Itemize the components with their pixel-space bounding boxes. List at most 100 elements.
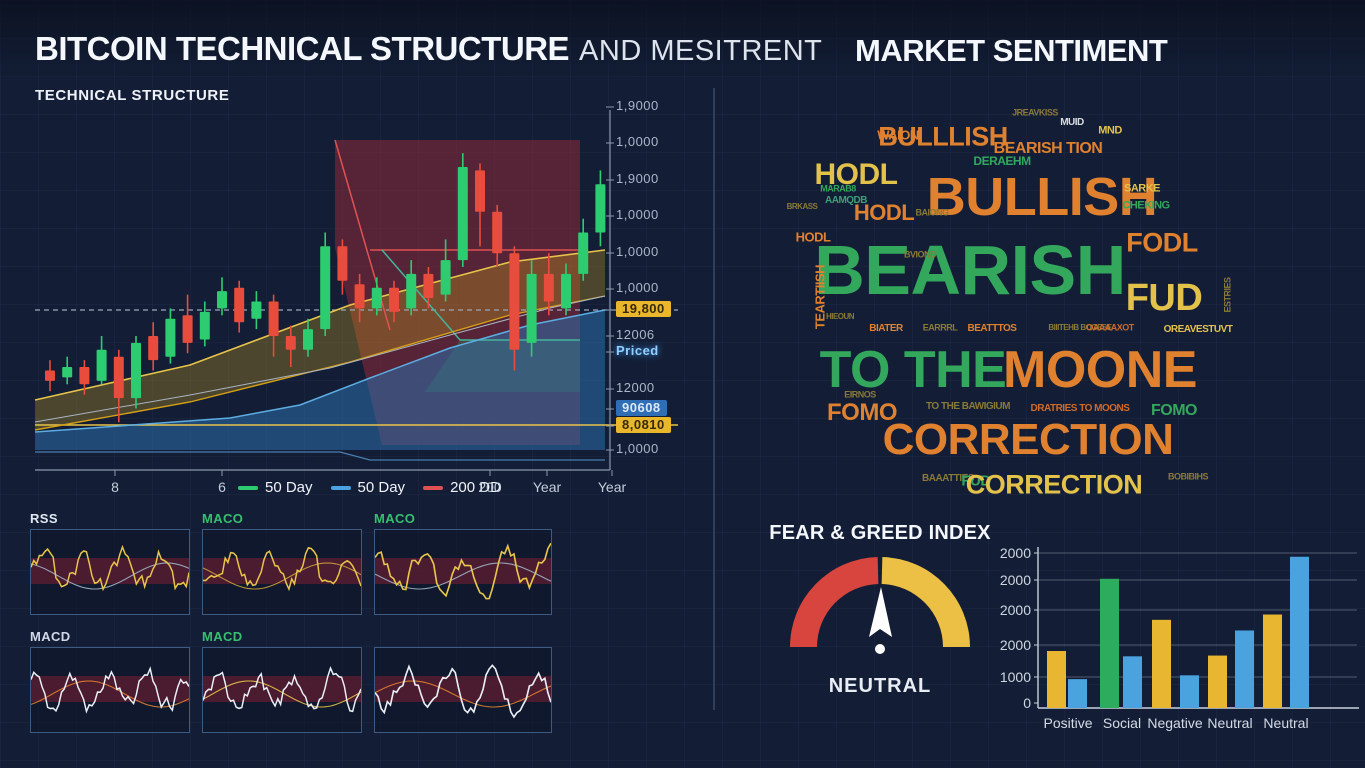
section-divider <box>713 88 715 710</box>
chart-title-technical-structure: TECHNICAL STRUCTURE <box>35 87 230 104</box>
legend-dash-icon <box>423 485 444 490</box>
candle-down <box>113 356 124 399</box>
candle-down <box>337 246 348 281</box>
bar-category-label: Positive <box>1043 715 1092 731</box>
wordcloud-word: DERAEHM <box>973 154 1031 168</box>
wordcloud-word: WAION <box>877 127 919 143</box>
wordcloud-word: OREAVESTUVT <box>1163 324 1233 335</box>
wordcloud-word: FUD <box>1125 277 1203 319</box>
bar-category-label: Neutral <box>1263 715 1308 731</box>
candle-up <box>303 329 313 350</box>
candle-up <box>526 273 537 343</box>
bar-category-label: Social <box>1103 715 1141 731</box>
indicator-wave-svg <box>202 665 362 713</box>
x-axis-tick-label: Year <box>532 479 562 495</box>
wordcloud-word: FOMO <box>1151 402 1198 419</box>
wordcloud-word: TO THE <box>819 341 1007 399</box>
indicator-panels: RSS MACO MACO MACD MACD <box>30 511 552 733</box>
candle-up <box>131 342 141 399</box>
indicator-panel: MACO <box>202 511 362 615</box>
bar-category-label: Negative <box>1147 715 1202 731</box>
wordcloud-word: TO THE BAWIGIUM <box>926 401 1010 412</box>
indicator-panel: MACO <box>374 511 552 615</box>
gray-ma <box>34 295 606 423</box>
candle-up <box>199 311 210 340</box>
indicator-line-slow <box>202 562 362 590</box>
candle-up <box>595 184 606 233</box>
sentiment-bar <box>1290 556 1309 708</box>
sentiment-bar-svg: 2000 2000 2000 2000 1000 0 Positive Social Negat… <box>1000 545 1359 731</box>
indicator-line-fast <box>202 546 362 592</box>
wordcloud-word: JREAVKISS <box>1012 107 1058 118</box>
gauge-segment-greed <box>881 557 970 647</box>
indicator-panel: MACD <box>30 629 190 733</box>
indicator-line-slow <box>374 562 552 590</box>
gauge-title: FEAR & GREED INDEX <box>769 522 991 544</box>
indicator-panel: RSS <box>30 511 190 615</box>
wordcloud-word: CHEKING <box>1122 199 1170 212</box>
wordcloud-word: EIRNOS <box>844 389 876 400</box>
wordcloud-word: BIIITEHB BOGESE <box>1048 323 1112 332</box>
indicator-panel-label: MACD <box>202 629 243 644</box>
page-title: BITCOIN TECHNICAL STRUCTURE AND MESITRENT <box>35 30 822 68</box>
wordcloud-word: BVIOND <box>903 249 937 260</box>
fear-greed-gauge: FEAR & GREED INDEX NEUTRAL <box>760 522 1000 698</box>
indicator-panel-frame <box>202 647 362 733</box>
legend-item: 200 DD <box>423 479 501 496</box>
wordcloud-word: BIATER <box>869 323 903 334</box>
legend-item: 50 Day <box>238 479 313 496</box>
sentiment-bar <box>1068 679 1087 708</box>
bar-y-tick-label: 1000 <box>1000 669 1031 685</box>
sentiment-bar <box>1047 651 1066 708</box>
candle-down <box>45 370 55 381</box>
candle-down <box>423 273 434 299</box>
gauge-pivot-dot <box>875 644 885 654</box>
candle-down <box>389 287 399 312</box>
bar-y-tick-label: 2000 <box>1000 637 1031 653</box>
indicator-panel-frame <box>30 647 190 733</box>
sentiment-bar <box>1180 675 1199 708</box>
candle-up <box>457 166 468 261</box>
bar-y-tick-label: 0 <box>1023 695 1031 711</box>
page-title-main: BITCOIN TECHNICAL STRUCTURE <box>35 30 570 67</box>
wordcloud-word: CORRECTION <box>965 469 1143 500</box>
candle-down <box>509 253 520 350</box>
indicator-panel-label: MACO <box>374 511 416 526</box>
candle-down <box>234 287 245 323</box>
wordcloud-word: ESTRIES <box>1222 277 1233 313</box>
wordcloud-word: CORRECTION <box>882 415 1174 464</box>
indicator-line-slow <box>30 680 190 708</box>
wordcloud-word: BULLISH <box>926 167 1158 227</box>
sentiment-bar <box>1263 614 1282 708</box>
candle-up <box>578 232 589 274</box>
volume-step <box>35 451 605 461</box>
indicator-panel-label: MACO <box>202 511 244 526</box>
wordcloud-word: FODL <box>1126 227 1198 258</box>
candle-down <box>268 301 279 336</box>
candle-down <box>354 284 365 309</box>
indicator-line-slow <box>30 562 190 590</box>
candle-up <box>320 246 331 330</box>
wordcloud-word: BEARISH <box>814 231 1126 309</box>
bar-y-tick-label: 2000 <box>1000 545 1031 561</box>
wordcloud-word: AAMQDB <box>825 195 868 206</box>
gauge-svg <box>790 557 970 654</box>
wordcloud-word: HIEOUN <box>825 312 855 321</box>
wordcloud-word: MUID <box>1060 117 1084 128</box>
sentiment-bar <box>1123 656 1142 708</box>
indicator-panel-frame <box>30 529 190 615</box>
indicator-panel-frame <box>374 529 552 615</box>
indicator-panel-label: RSS <box>30 511 58 526</box>
candle-up <box>165 318 176 357</box>
wordcloud-word: BEARISH TION <box>993 140 1103 157</box>
candle-up <box>371 287 382 309</box>
legend-dash-icon <box>238 485 258 490</box>
wordcloud-word: EARRRL <box>922 322 958 333</box>
sentiment-bar <box>1100 578 1119 708</box>
candle-down <box>285 336 296 350</box>
wordcloud-word: DRATRIES TO MOONS <box>1030 403 1130 414</box>
indicator-wave-svg <box>202 546 362 592</box>
candle-down <box>492 211 503 254</box>
gauge-segment-fear <box>790 557 879 647</box>
indicator-line-fast <box>374 664 552 719</box>
